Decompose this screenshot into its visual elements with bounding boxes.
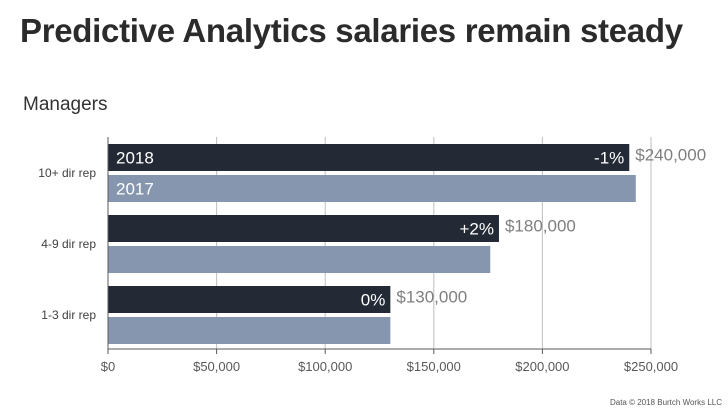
x-tick-label: $0	[101, 359, 115, 374]
x-tick-label: $50,000	[193, 359, 240, 374]
category-label: 1-3 dir rep	[41, 308, 96, 322]
change-label: -1%	[594, 149, 624, 168]
source-footnote: Data © 2018 Burtch Works LLC	[609, 398, 722, 407]
value-label: $240,000	[635, 146, 706, 165]
bar-2017	[108, 246, 491, 273]
series-label-2017: 2017	[116, 180, 154, 199]
value-label: $180,000	[505, 217, 576, 236]
chart-title: Predictive Analytics salaries remain ste…	[20, 12, 683, 49]
value-label: $130,000	[396, 288, 467, 307]
category-label: 4-9 dir rep	[41, 237, 96, 251]
series-label-2018: 2018	[116, 149, 154, 168]
x-tick-label: $200,000	[515, 359, 569, 374]
x-tick-label: $250,000	[624, 359, 678, 374]
x-tick-label: $100,000	[298, 359, 352, 374]
bar-2018	[108, 215, 499, 242]
bar-2018	[108, 144, 630, 171]
bars	[108, 144, 636, 344]
category-label: 10+ dir rep	[38, 166, 96, 180]
change-label: +2%	[459, 220, 494, 239]
x-tick-label: $150,000	[407, 359, 461, 374]
change-label: 0%	[361, 291, 386, 310]
grid-lines	[216, 137, 652, 349]
labels: 10+ dir rep 2018 2017 -1% $240,000 4-9 dir re…	[38, 146, 706, 323]
bar-2017	[108, 175, 636, 202]
chart-subtitle: Managers	[23, 94, 108, 115]
bar-2017	[108, 317, 391, 344]
x-axis: $0 $50,000 $100,000 $150,000 $200,000 $250,00…	[101, 137, 678, 374]
bar-2018	[108, 286, 391, 313]
